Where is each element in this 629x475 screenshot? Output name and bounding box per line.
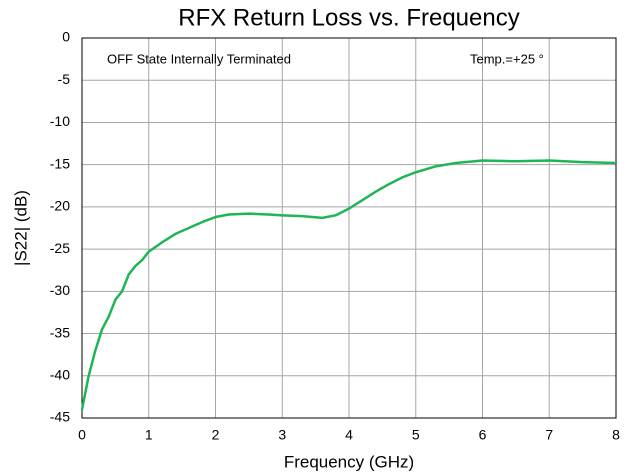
y-tick-label: -25 — [50, 240, 70, 256]
data-line — [80, 159, 617, 410]
annotation: Temp.=+25 ° — [470, 51, 544, 66]
x-axis-label: Frequency (GHz) — [284, 452, 414, 471]
annotation: OFF State Internally Terminated — [107, 51, 291, 66]
y-tick-label: -45 — [50, 409, 70, 425]
x-tick-label: 4 — [345, 427, 353, 443]
x-tick-label: 0 — [78, 427, 86, 443]
x-tick-label: 2 — [212, 427, 220, 443]
y-tick-label: -5 — [58, 71, 71, 87]
x-tick-label: 6 — [479, 427, 487, 443]
y-tick-label: -35 — [50, 324, 70, 340]
y-axis-label: |S22| (dB) — [11, 190, 30, 266]
plot-frame — [81, 37, 617, 419]
x-tick-label: 5 — [412, 427, 420, 443]
y-tick-label: -10 — [50, 113, 70, 129]
x-tick-label: 3 — [278, 427, 286, 443]
y-tick-label: -20 — [50, 198, 70, 214]
y-tick-label: 0 — [62, 29, 70, 45]
x-tick-label: 1 — [145, 427, 153, 443]
chart-title: RFX Return Loss vs. Frequency — [178, 4, 519, 31]
x-tick-label: 7 — [545, 427, 553, 443]
y-tick-label: -15 — [50, 155, 70, 171]
y-tick-label: -40 — [50, 366, 70, 382]
x-tick-label: 8 — [612, 427, 620, 443]
y-tick-label: -30 — [50, 282, 70, 298]
